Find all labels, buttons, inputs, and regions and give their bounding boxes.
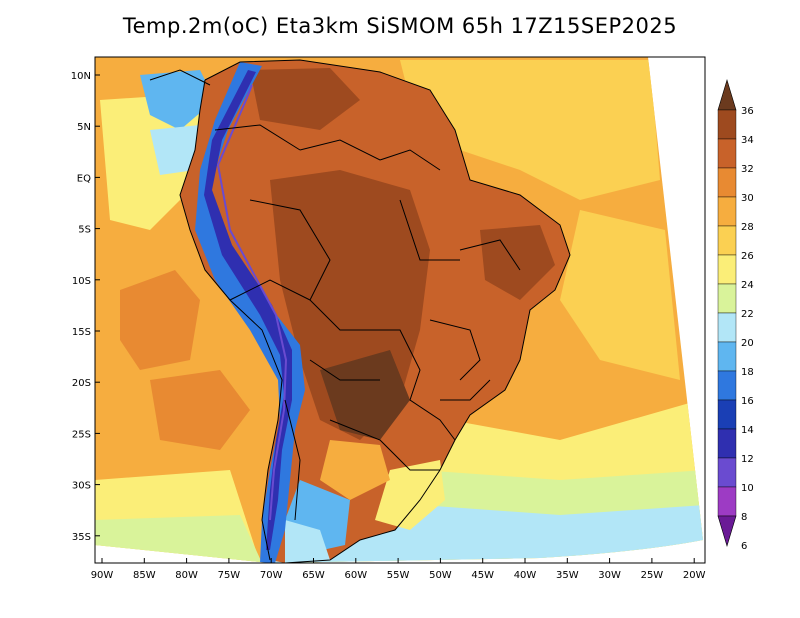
argentina-border <box>329 419 440 471</box>
lon-label: 70W <box>260 570 283 581</box>
colorbar-segment <box>717 283 737 314</box>
lat-label: EQ <box>77 173 91 184</box>
andes-highest-ridge <box>216 84 288 521</box>
atlantic-mid-band <box>560 210 680 380</box>
lon-label: 90W <box>91 570 114 581</box>
colorbar-label: 10 <box>741 483 754 494</box>
atlantic-warm-band <box>400 60 660 200</box>
colorbar-segment <box>717 370 737 401</box>
colorbar-segment <box>717 109 737 140</box>
colorbar-label: 8 <box>741 512 747 523</box>
lon-label: 60W <box>344 570 367 581</box>
lon-label: 40W <box>514 570 537 581</box>
latitude-axis: 10N 5N EQ 5S 10S 15S 20S 25S 30S 35S <box>71 71 100 543</box>
colorbar-label: 18 <box>741 367 754 378</box>
uruguay-cool-region <box>375 460 445 530</box>
lon-label: 50W <box>429 570 452 581</box>
brazil-state-border-ne <box>459 239 521 271</box>
lon-label: 65W <box>302 570 325 581</box>
south-cone-cool-region <box>285 520 330 563</box>
brazil-west-border <box>249 199 456 441</box>
colorbar-label: 22 <box>741 309 754 320</box>
chaco-hot-core <box>320 350 410 440</box>
chile-argentina-border <box>284 399 301 521</box>
map-frame-border <box>94 56 706 564</box>
colorbar-segment <box>717 399 737 430</box>
lat-label: 10N <box>71 71 91 82</box>
colorbar-segment <box>717 486 737 517</box>
brazil-north-border <box>299 139 441 171</box>
colorbar-label: 30 <box>741 193 754 204</box>
pacific-cool-patch <box>140 70 215 130</box>
lon-label: 30W <box>598 570 621 581</box>
coastline-east <box>204 59 571 563</box>
lon-label: 20W <box>683 570 706 581</box>
colorbar-label: 20 <box>741 338 754 349</box>
lon-label: 55W <box>387 570 410 581</box>
colorbar-label: 16 <box>741 396 754 407</box>
color-bar: 36 34 32 30 28 26 24 22 20 18 16 14 12 10 8 6 <box>717 78 754 552</box>
colorbar-label: 26 <box>741 251 754 262</box>
lon-label: 25W <box>641 570 664 581</box>
peru-bolivia-border <box>229 279 311 301</box>
northeast-hot-core <box>480 225 555 300</box>
lon-label: 75W <box>218 570 241 581</box>
lat-label: 30S <box>72 481 91 492</box>
bolivia-paraguay-border <box>309 359 380 381</box>
lon-label: 80W <box>175 570 198 581</box>
colorbar-label: 24 <box>741 280 754 291</box>
lon-label: 45W <box>471 570 494 581</box>
pampas-region <box>320 440 390 500</box>
colorbar-label: 34 <box>741 135 754 146</box>
colorbar-label: 36 <box>741 106 754 117</box>
lat-label: 20S <box>72 378 91 389</box>
colorbar-segment <box>717 312 737 343</box>
lat-label: 15S <box>72 327 91 338</box>
colorbar-segment <box>717 428 737 459</box>
colorbar-segment <box>717 196 737 227</box>
colorbar-segment <box>717 225 737 256</box>
colorbar-label: 12 <box>741 454 754 465</box>
temperature-field <box>95 57 703 563</box>
colorbar-segment <box>717 138 737 169</box>
colorbar-segment <box>717 254 737 285</box>
lat-label: 5N <box>77 122 91 133</box>
pacific-warm-patch-2 <box>150 370 250 450</box>
country-boundaries <box>149 59 571 563</box>
lat-label: 10S <box>72 276 91 287</box>
colombia-border <box>214 124 301 151</box>
colorbar-label: 28 <box>741 222 754 233</box>
brazil-state-border-c <box>429 319 481 381</box>
colorbar-segment <box>717 341 737 372</box>
colorbar-label: 14 <box>741 425 754 436</box>
lat-label: 5S <box>78 225 91 236</box>
colorbar-segment <box>717 457 737 488</box>
colorbar-top-arrow <box>717 78 737 111</box>
colorbar-label: 6 <box>741 541 747 552</box>
brazil-state-border-se <box>440 379 491 401</box>
colorbar-label: 32 <box>741 164 754 175</box>
pacific-warm-patch <box>120 270 200 370</box>
lat-label: 35S <box>72 532 91 543</box>
central-america-coast <box>149 69 211 86</box>
map-title: Temp.2m(oC) Eta3km SiSMOM 65h 17Z15SEP20… <box>122 14 678 38</box>
lon-label: 35W <box>556 570 579 581</box>
colorbar-segment <box>717 167 737 198</box>
lat-label: 25S <box>72 429 91 440</box>
north-hot-core <box>250 68 360 130</box>
colorbar-bottom-arrow <box>717 515 737 548</box>
longitude-axis: 90W 85W 80W 75W 70W 65W 60W 55W 50W 45W 40W 35W 30W 2… <box>91 558 706 581</box>
lon-label: 85W <box>133 570 156 581</box>
brazil-state-border-n <box>399 199 460 261</box>
pacific-cool-patch-2 <box>150 125 200 175</box>
